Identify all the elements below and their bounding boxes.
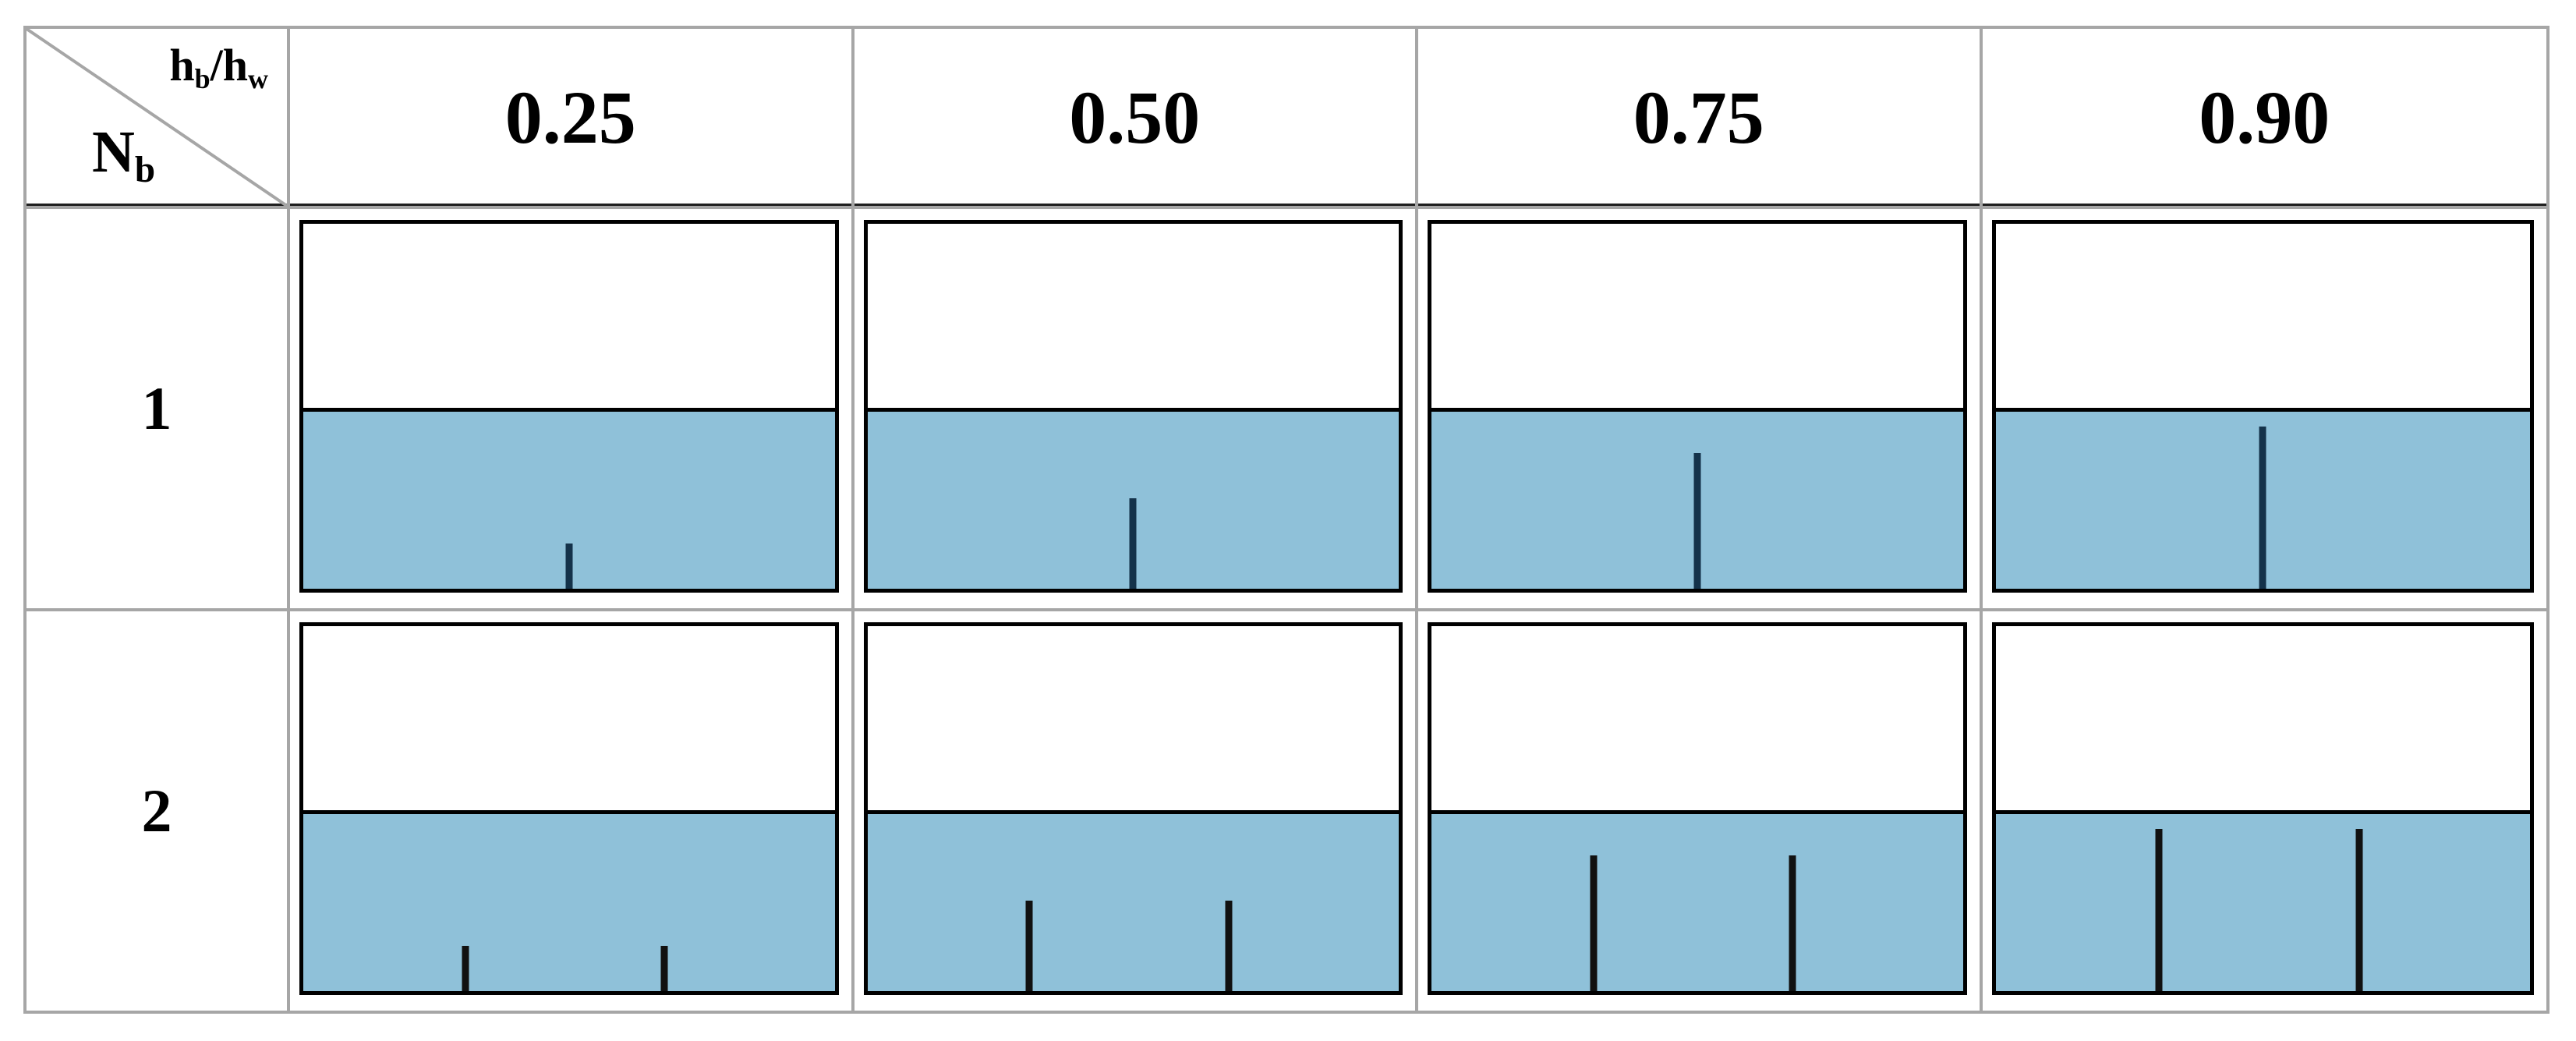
tank-diagram [1428,220,1967,593]
row-label-2: 2 [27,611,290,1011]
tank-cell-r1-c0.25 [290,209,855,611]
tank-diagram [863,220,1403,593]
baffle [2155,828,2163,991]
tank-cell-r2-c0.75 [1418,611,1983,1011]
baffle [1025,901,1033,991]
water-fill [303,810,835,991]
tank-cell-r2-c0.25 [290,611,855,1011]
baffle-configuration-table: hb/hw Nb 0.25 0.50 0.75 0.90 1 2 [23,26,2549,1014]
tank-diagram [1991,622,2534,995]
tank-cell-r2-c0.50 [854,611,1418,1011]
baffle [1693,453,1701,589]
corner-header-cell: hb/hw Nb [27,29,290,209]
baffle [462,946,469,991]
baffle [1225,901,1233,991]
tank-diagram [299,622,839,995]
baffle [1590,855,1598,991]
row-label-1: 1 [27,209,290,611]
tank-diagram [1991,220,2534,593]
diagonal-divider-line [27,29,287,206]
water-fill [867,810,1399,991]
column-header-0.50: 0.50 [854,29,1418,209]
tank-cell-r1-c0.90 [1982,209,2546,611]
tank-diagram [1428,622,1967,995]
column-header-0.75: 0.75 [1418,29,1983,209]
water-fill [1431,810,1963,991]
tank-diagram [299,220,839,593]
corner-label-nb: Nb [92,119,156,190]
baffle [1129,498,1137,589]
water-fill [1995,810,2530,991]
tank-diagram [863,622,1403,995]
baffle [2259,426,2266,589]
baffle [660,946,668,991]
column-header-0.90: 0.90 [1982,29,2546,209]
baffle [565,544,573,589]
baffle [2355,828,2363,991]
column-header-0.25: 0.25 [290,29,855,209]
corner-label-hb-hw: hb/hw [169,40,268,95]
tank-cell-r1-c0.50 [854,209,1418,611]
baffle [1789,855,1796,991]
tank-cell-r1-c0.75 [1418,209,1983,611]
tank-cell-r2-c0.90 [1982,611,2546,1011]
water-fill [303,408,835,589]
